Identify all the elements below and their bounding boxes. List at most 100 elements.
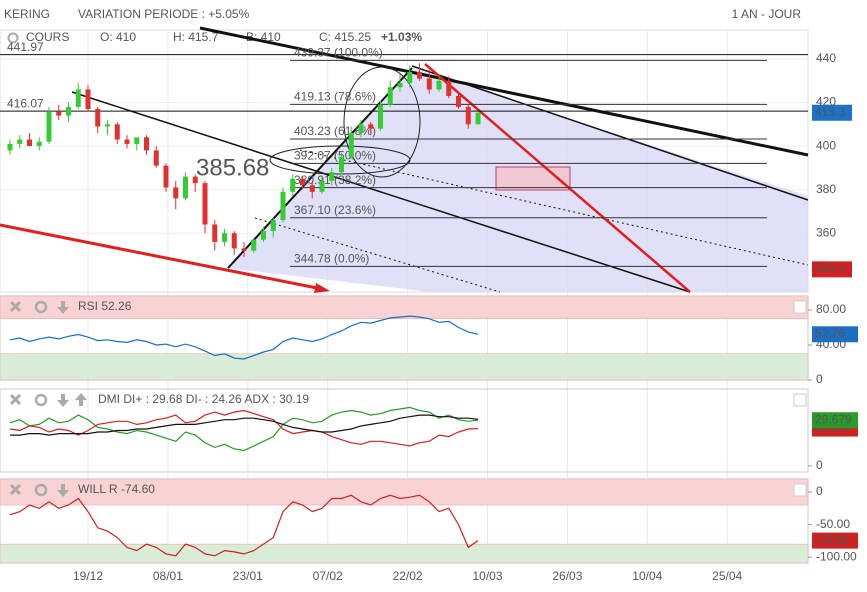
candle-body bbox=[446, 80, 452, 96]
candle-body bbox=[270, 220, 276, 232]
settings-icon bbox=[34, 483, 48, 497]
fib-label: 439.37 (100.0%) bbox=[294, 46, 383, 60]
value-badge-label: -74.60 bbox=[815, 533, 849, 547]
value-badge bbox=[812, 412, 858, 429]
price-badge bbox=[812, 104, 852, 121]
close-icon[interactable] bbox=[9, 393, 22, 406]
panel-frame bbox=[0, 388, 809, 473]
candle-body bbox=[300, 178, 305, 186]
candle-body bbox=[46, 111, 52, 142]
down-icon bbox=[57, 301, 69, 314]
x-tick-label: 19/12 bbox=[73, 569, 103, 583]
indicator-line bbox=[9, 315, 479, 360]
candle-body bbox=[358, 124, 364, 134]
x-tick-label: 10/03 bbox=[472, 569, 502, 583]
y-tick-label: 0 bbox=[816, 458, 823, 472]
candle-body bbox=[348, 133, 354, 157]
candle-body bbox=[475, 112, 481, 125]
fib-label: 367.10 (23.6%) bbox=[294, 203, 376, 217]
x-tick-label: 25/04 bbox=[712, 569, 742, 583]
x-tick-label: 26/03 bbox=[552, 569, 582, 583]
candle-body bbox=[319, 180, 325, 192]
legend-name: COURS bbox=[26, 30, 69, 44]
panel-checkbox bbox=[793, 300, 807, 314]
down-icon bbox=[57, 484, 69, 497]
zone bbox=[0, 353, 809, 381]
panel-title: WILL R -74.60 bbox=[78, 482, 155, 496]
red-arrow bbox=[314, 283, 330, 293]
trend-line bbox=[227, 67, 413, 269]
price-line-label: 416.07 bbox=[7, 96, 44, 110]
candle-body bbox=[144, 137, 149, 151]
circle-mark bbox=[343, 66, 421, 178]
median-line bbox=[299, 149, 809, 266]
variation: VARIATION PERIODE : +5.05% bbox=[78, 7, 250, 21]
legend-close: C: 415.25 bbox=[319, 30, 371, 44]
candle-body bbox=[124, 139, 130, 144]
fib-label: 419.13 (78.6%) bbox=[294, 90, 376, 104]
legend-change: +1.03% bbox=[381, 30, 422, 44]
y-tick-label: 400 bbox=[816, 138, 836, 152]
annotation-label: 385.68 bbox=[196, 155, 269, 182]
candle-body bbox=[192, 176, 198, 184]
candle-body bbox=[75, 89, 81, 107]
candle-body bbox=[280, 191, 286, 221]
candle-body bbox=[387, 87, 393, 105]
candle-body bbox=[407, 72, 413, 83]
y-tick-label: 380 bbox=[816, 182, 836, 196]
period[interactable]: 1 AN - JOUR bbox=[732, 7, 802, 21]
candle-body bbox=[329, 172, 335, 181]
candle-body bbox=[417, 72, 422, 79]
candle-body bbox=[222, 233, 227, 242]
candle-body bbox=[202, 183, 208, 225]
up-icon bbox=[75, 393, 87, 406]
panel-title: DMI DI+ : 29.68 DI- : 24.26 ADX : 30.19 bbox=[98, 392, 309, 406]
indicator-line bbox=[9, 406, 479, 452]
candle-body bbox=[66, 106, 71, 116]
candle-body bbox=[85, 89, 91, 110]
candle-body bbox=[173, 187, 179, 199]
candle-body bbox=[212, 224, 218, 242]
trend-line bbox=[71, 91, 691, 293]
y-tick-label: 80.00 bbox=[816, 302, 846, 316]
candle-body bbox=[378, 104, 383, 129]
x-tick-label: 07/02 bbox=[313, 569, 343, 583]
candle-body bbox=[251, 239, 257, 251]
close-icon[interactable] bbox=[9, 300, 22, 313]
red-line bbox=[424, 63, 691, 293]
candle-body bbox=[163, 165, 169, 188]
candle-body bbox=[465, 106, 471, 125]
indicator-line bbox=[10, 414, 479, 436]
value-badge-label: 52.26 bbox=[815, 326, 845, 340]
candle-body bbox=[134, 137, 140, 144]
zone bbox=[0, 543, 809, 564]
panel-checkbox bbox=[793, 483, 807, 497]
settings-icon bbox=[34, 393, 48, 407]
price-badge-label: 343.4 bbox=[815, 262, 845, 276]
x-tick-label: 23/01 bbox=[233, 569, 263, 583]
value-badge bbox=[812, 326, 858, 343]
fib-label: 392.07 (50.0%) bbox=[294, 149, 376, 163]
trend-line bbox=[199, 26, 809, 157]
candle-body bbox=[339, 156, 344, 173]
trend-line bbox=[411, 65, 809, 201]
candle-body bbox=[436, 80, 442, 90]
legend-open: O: 410 bbox=[100, 30, 136, 44]
panel-title: RSI 52.26 bbox=[78, 299, 132, 313]
value-badge-label: 29.679 bbox=[815, 412, 852, 426]
x-tick-label: 22/02 bbox=[393, 569, 423, 583]
y-tick-label: -100.00 bbox=[816, 549, 857, 563]
price-badge bbox=[812, 261, 852, 278]
candle-body bbox=[36, 141, 42, 147]
candle-body bbox=[290, 178, 296, 192]
circle-mark bbox=[269, 145, 411, 175]
y-tick-label: 360 bbox=[816, 225, 836, 239]
panel-checkbox bbox=[793, 393, 807, 407]
candle-body bbox=[241, 248, 247, 251]
y-tick-label: 0 bbox=[816, 372, 823, 386]
candle-body bbox=[231, 233, 237, 249]
close-icon[interactable] bbox=[9, 483, 22, 496]
candle-body bbox=[397, 82, 403, 88]
settings-icon bbox=[34, 300, 48, 314]
indicator-line bbox=[9, 409, 479, 447]
